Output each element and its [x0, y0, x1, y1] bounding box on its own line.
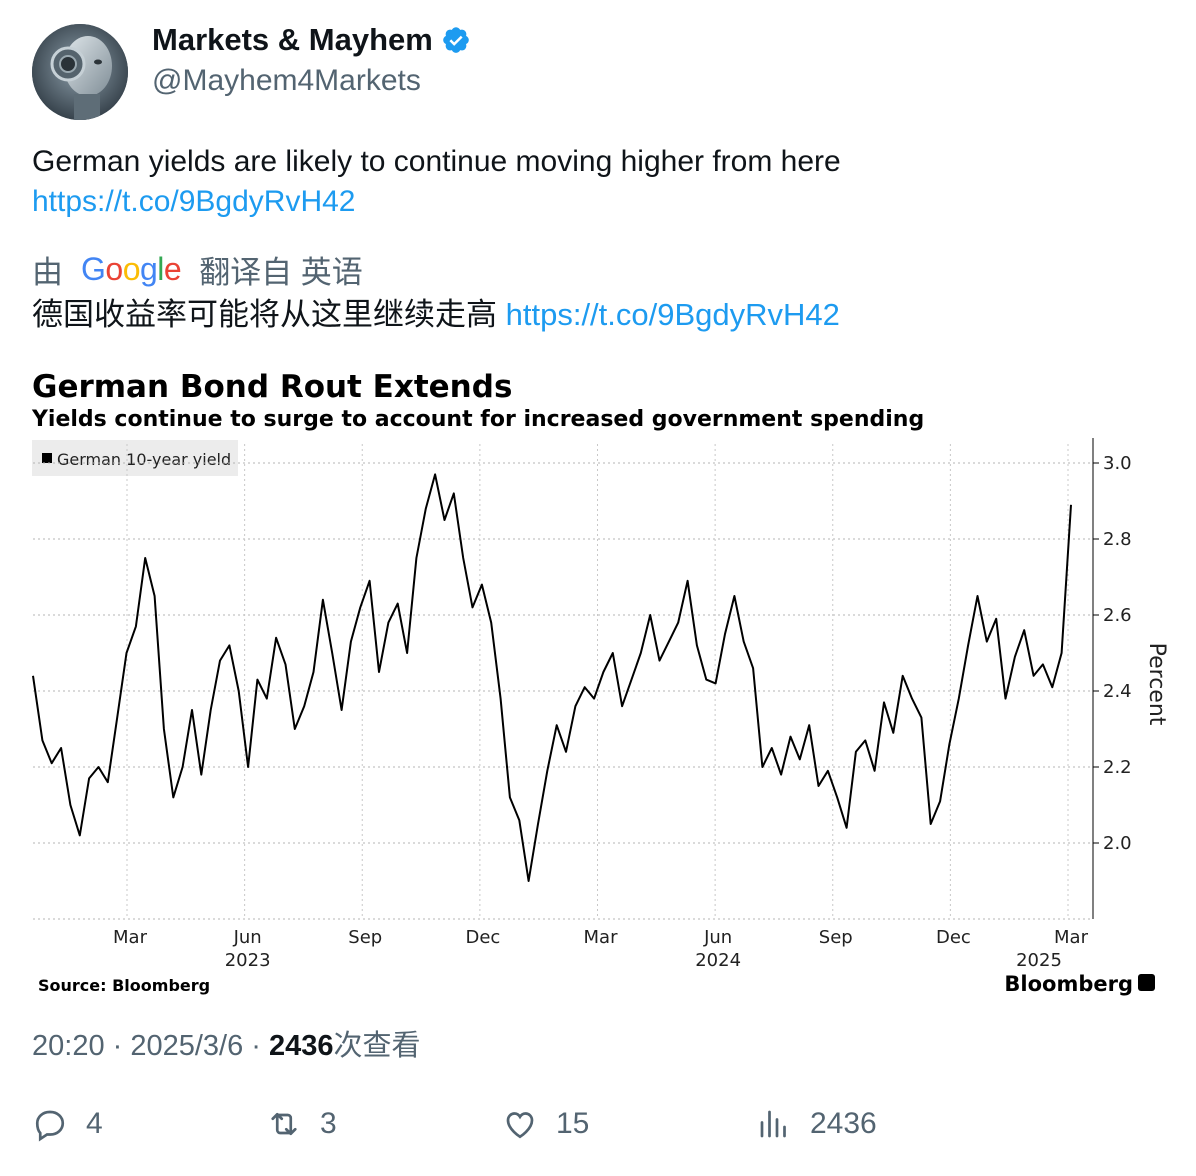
- reply-icon: [35, 1110, 65, 1142]
- x-axis: Mar Jun Sep Dec Mar Jun Sep Dec Mar 2023 2024 2025: [113, 927, 1089, 971]
- retweet-count: 3: [320, 1107, 337, 1140]
- x-year-label: 2023: [225, 950, 271, 971]
- view-label: 次查看: [333, 1030, 421, 1062]
- like-button[interactable]: 15: [502, 1106, 589, 1142]
- y-tick-label: 3.0: [1103, 453, 1132, 474]
- translation-prefix: 由: [32, 255, 63, 290]
- translation-suffix: 翻译自 英语: [199, 255, 363, 290]
- y-axis: 3.0 2.8 2.6 2.4 2.2 2.0: [1092, 438, 1132, 919]
- tweet-timestamp[interactable]: 20:20 · 2025/3/6 ·: [32, 1030, 269, 1062]
- translated-link[interactable]: https://t.co/9BgdyRvH42: [505, 297, 840, 332]
- translated-body: 德国收益率可能将从这里继续走高: [32, 297, 497, 332]
- x-tick-label: Mar: [1054, 927, 1089, 948]
- y-tick-label: 2.6: [1103, 605, 1132, 626]
- heart-icon: [506, 1112, 534, 1139]
- x-tick-label: Sep: [348, 927, 382, 948]
- views-button[interactable]: 2436: [756, 1106, 877, 1142]
- author-handle[interactable]: @Mayhem4Markets: [152, 64, 421, 97]
- x-tick-label: Jun: [233, 927, 262, 948]
- verified-badge-icon: [443, 27, 469, 53]
- chart-title: German Bond Rout Extends: [32, 369, 512, 405]
- author-name[interactable]: Markets & Mayhem: [152, 22, 433, 57]
- legend-swatch: [42, 453, 52, 463]
- x-tick-label: Jun: [703, 927, 732, 948]
- analytics-icon: [760, 1110, 786, 1138]
- tweet-meta: 20:20 · 2025/3/6 · 2436次查看: [32, 1022, 421, 1064]
- x-tick-label: Mar: [584, 927, 619, 948]
- y-tick-label: 2.4: [1103, 681, 1132, 702]
- chart-source: Source: Bloomberg: [38, 976, 210, 995]
- like-count: 15: [556, 1107, 590, 1140]
- chart-grid: [33, 444, 1093, 920]
- reply-button[interactable]: 4: [32, 1106, 103, 1142]
- y-tick-label: 2.0: [1103, 833, 1132, 854]
- author-row: Markets & Mayhem: [152, 22, 471, 58]
- view-count: 2436: [269, 1030, 334, 1062]
- chart-image[interactable]: German Bond Rout Extends Yields continue…: [28, 362, 1169, 1002]
- chart-subtitle: Yields continue to surge to account for …: [31, 407, 924, 432]
- x-year-label: 2025: [1016, 950, 1062, 971]
- translated-text: 德国收益率可能将从这里继续走高 https://t.co/9BgdyRvH42: [32, 294, 840, 336]
- x-year-label: 2024: [695, 950, 741, 971]
- google-logo-icon[interactable]: Google: [81, 251, 182, 287]
- tweet-link[interactable]: https://t.co/9BgdyRvH42: [32, 185, 356, 218]
- x-tick-label: Dec: [936, 927, 971, 948]
- x-tick-label: Sep: [819, 927, 853, 948]
- action-bar: 4 3 15 2436: [0, 1106, 1196, 1150]
- views-count: 2436: [810, 1107, 877, 1140]
- y-tick-label: 2.2: [1103, 757, 1132, 778]
- bloomberg-logo: Bloomberg: [1004, 972, 1133, 996]
- legend-box: [32, 440, 238, 476]
- tweet-body: German yields are likely to continue mov…: [32, 145, 841, 178]
- retweet-button[interactable]: 3: [266, 1106, 337, 1142]
- series-line-german-10-year-yield: [32, 473, 1072, 882]
- legend-label: German 10-year yield: [57, 450, 231, 469]
- x-tick-label: Mar: [113, 927, 148, 948]
- tweet-text: German yields are likely to continue mov…: [32, 142, 1162, 222]
- bloomberg-mark-icon: [1138, 974, 1155, 991]
- robot-avatar-icon: [32, 24, 128, 120]
- y-tick-label: 2.8: [1103, 529, 1132, 550]
- retweet-icon: [271, 1112, 297, 1136]
- yield-chart: German Bond Rout Extends Yields continue…: [31, 369, 1169, 996]
- x-tick-label: Dec: [465, 927, 500, 948]
- translation-attribution: 由 Google 翻译自 英语: [32, 247, 363, 292]
- y-axis-label: Percent: [1144, 643, 1168, 726]
- reply-count: 4: [86, 1107, 103, 1140]
- avatar[interactable]: [32, 24, 128, 120]
